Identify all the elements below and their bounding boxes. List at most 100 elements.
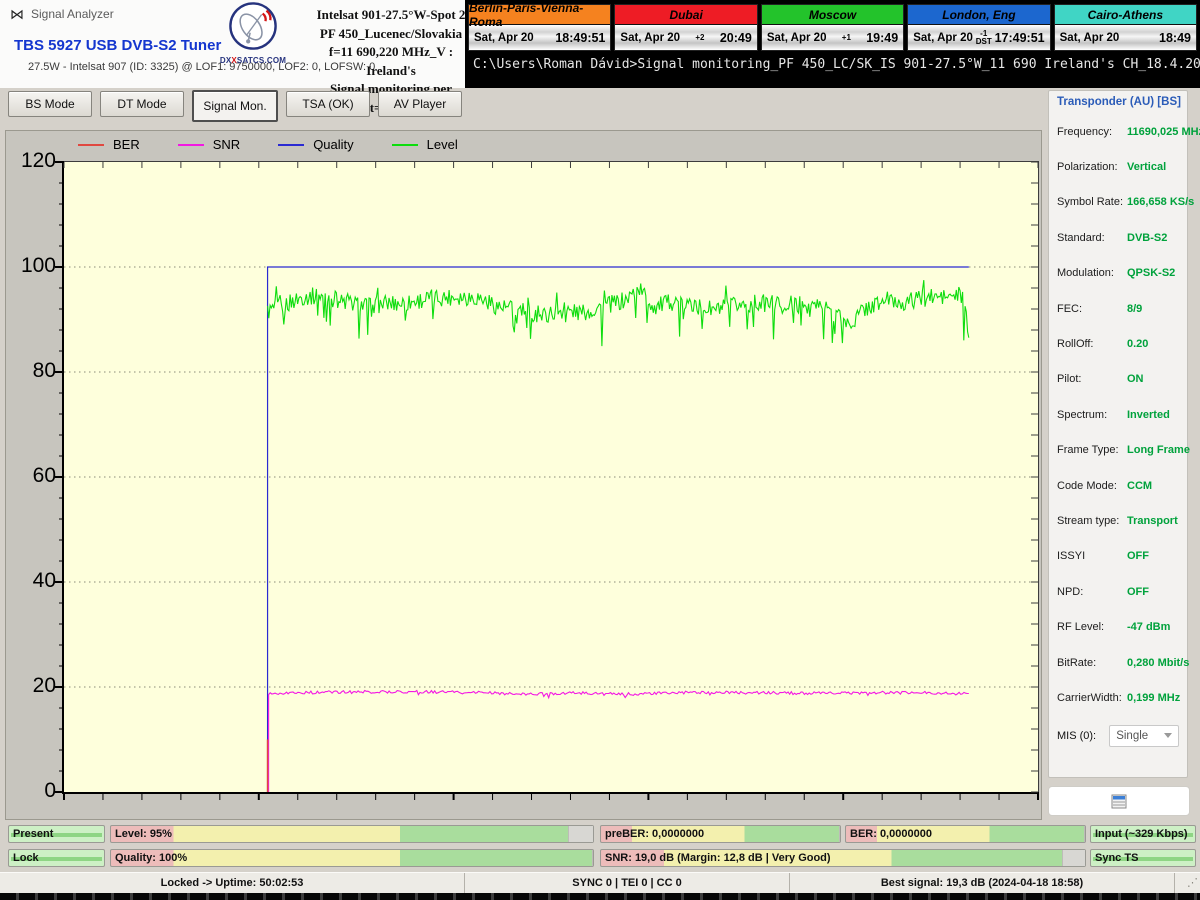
clock-time-row: Sat, Apr 20 18:49 [1054,25,1197,50]
transponder-row: BitRate: 0,280 Mbit/s [1057,645,1189,680]
mode-tab[interactable]: Signal Mon. [192,90,278,122]
chevron-down-icon [1164,733,1172,739]
transponder-row-value: OFF [1127,550,1149,563]
transponder-row-value: 0,280 Mbit/s [1127,656,1190,669]
clock-time: 20:49 [719,30,752,45]
resize-grip-icon[interactable]: ⋰ [1187,877,1198,889]
table-icon [1111,794,1127,808]
mode-tab[interactable]: DT Mode [100,91,184,117]
bottom-edge-strip [0,893,1200,900]
transponder-row-value: Vertical [1127,161,1167,174]
transponder-row: Frequency: 11690,025 MHz [1057,114,1200,149]
clock-time: 18:49 [1159,30,1192,45]
transponder-row-value: Transport [1127,514,1178,527]
clock-time: 17:49:51 [994,30,1045,45]
records-button[interactable] [1048,786,1190,816]
transponder-row: CarrierWidth: 0,199 MHz [1057,680,1181,715]
command-prompt[interactable]: C:\Users\Roman Dávid>Signal monitoring_P… [465,51,1200,72]
transponder-row: Modulation: QPSK-S2 [1057,256,1179,291]
clock-utc-offset: +1 [841,32,851,42]
ber-meter: BER: 0,0000000 [845,825,1086,843]
transponder-row-label: NPD: [1057,585,1084,598]
transponder-row-value: Inverted [1127,408,1170,421]
clock-utc-offset: -1 DST [975,28,992,46]
transponder-row: RF Level: -47 dBm [1057,609,1179,644]
mode-tab[interactable]: TSA (OK) [286,91,370,117]
clock-utc-offset: +2 [695,32,705,42]
clock-terminal-panel: Berlin-Paris-Vienna-Roma Sat, Apr 20 18:… [465,0,1200,88]
y-axis-tick-label: 80 [32,359,56,382]
mode-tab[interactable]: AV Player [378,91,462,117]
transponder-row-label: FEC: [1057,302,1083,315]
transponder-row: Stream type: Transport [1057,503,1179,538]
syncts-indicator: Sync TS [1090,849,1196,867]
chart-legend: BER SNR Quality Level [78,137,458,152]
transponder-row-label: CarrierWidth: [1057,691,1122,704]
transponder-rows: Frequency: 11690,025 MHz Polarization: V… [1057,114,1200,716]
transponder-row-value: 0,199 MHz [1127,691,1181,704]
lock-indicator: Lock [8,849,105,867]
clock-time-row: Sat, Apr 20 +1 19:49 [761,25,904,50]
legend-label: BER [113,137,140,152]
plot-area [55,161,1039,800]
transponder-row-value: Long Frame [1127,444,1190,457]
legend-label: SNR [212,137,241,152]
clock-city-label: Cairo-Athens [1054,5,1197,25]
tuner-name: TBS 5927 USB DVB-S2 Tuner [14,37,222,54]
legend-item: SNR [177,137,241,152]
best-signal-status: Best signal: 19,3 dB (2024-04-18 18:58) [790,873,1175,893]
level-meter-remainder [567,826,593,842]
clock-time: 18:49:51 [555,30,606,45]
lock-stripe [11,857,102,861]
legend-line-swatch [177,143,204,146]
transponder-row-value: OFF [1127,585,1149,598]
clock-time: 19:49 [866,30,899,45]
transponder-row: RollOff: 0.20 [1057,326,1179,361]
transponder-row-label: Frame Type: [1057,444,1119,457]
mode-tabbar: BS Mode DT Mode Signal Mon. TSA (OK) AV Play… [0,88,1045,130]
legend-label: Level [426,137,458,152]
level-meter: Level: 95% [110,825,594,843]
app-icon: ⋈ [10,6,24,22]
transponder-row-label: RF Level: [1057,621,1105,634]
clock-date: Sat, Apr 20 [620,31,681,44]
transponder-row: Code Mode: CCM [1057,468,1179,503]
present-stripe [11,833,102,837]
y-axis-tick-label: 60 [32,464,56,487]
transponder-row-label: Stream type: [1057,514,1120,527]
header-panel: ⋈ Signal Analyzer TBS 5927 USB DVB-S2 Tu… [0,0,465,115]
sync-counters-status: SYNC 0 | TEI 0 | CC 0 [465,873,790,893]
clock-city-label: Moscow [761,5,904,25]
clock-date: Sat, Apr 20 [766,31,827,44]
input-indicator: Input (~329 Kbps) [1090,825,1196,843]
legend-label: Quality [313,137,354,152]
legend-line-swatch [391,143,418,146]
transponder-row-value: CCM [1127,479,1153,492]
legend-line-swatch [278,143,305,146]
transponder-row-value: ON [1127,373,1144,386]
transponder-row-value: QPSK-S2 [1127,267,1176,280]
clock-date: Sat, Apr 20 [1059,31,1120,44]
y-axis-tick-label: 40 [32,569,56,592]
snr-meter: SNR: 19,0 dB (Margin: 12,8 dB | Very Goo… [600,849,1086,867]
mode-tab[interactable]: BS Mode [8,91,92,117]
mis-dropdown[interactable]: Single [1109,724,1179,747]
transponder-row-label: RollOff: [1057,338,1094,351]
window-title: Signal Analyzer [31,7,114,21]
transponder-panel: Transponder (AU) [BS] Frequency: 11690,0… [1048,90,1200,778]
world-clock: London, Eng Sat, Apr 20 -1 DST 17:49:51 [907,4,1051,51]
transponder-row-value: 0.20 [1127,338,1149,351]
quality-meter: Quality: 100% [110,849,594,867]
input-stripe [1093,833,1193,837]
legend-item: Level [391,137,458,152]
clock-time-row: Sat, Apr 20 18:49:51 [469,25,611,50]
window-titlebar: ⋈ Signal Analyzer [0,0,465,21]
clock-date: Sat, Apr 20 [474,31,534,44]
satellite-dish-icon [229,2,277,50]
mis-label: MIS (0): [1057,729,1097,742]
clock-city-label: Dubai [615,5,757,25]
transponder-row-value: 11690,025 MHz [1127,125,1200,138]
quality-meter-remainder [592,850,593,866]
ber-meter-remainder [1084,826,1085,842]
